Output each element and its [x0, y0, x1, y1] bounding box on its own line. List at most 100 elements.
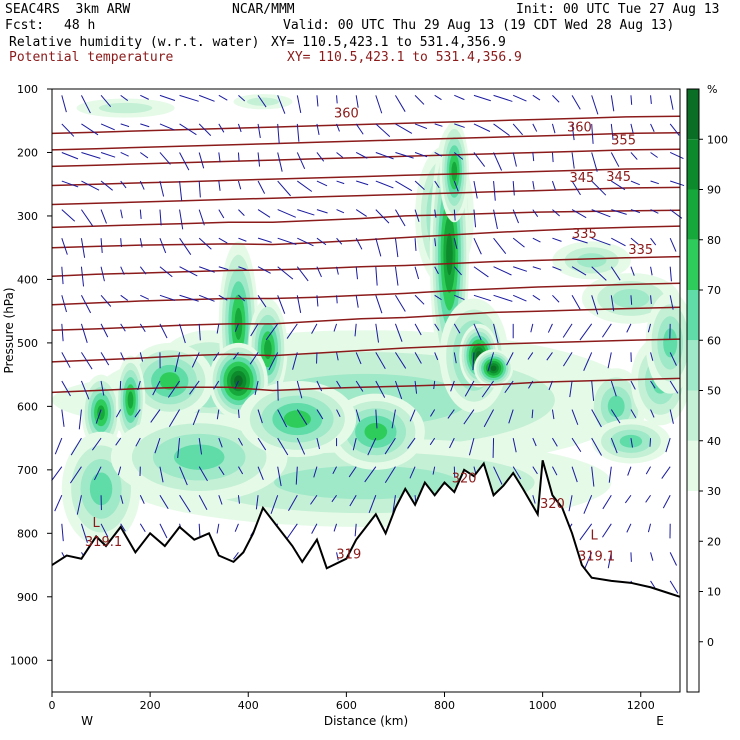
- wind-arrow: [100, 380, 105, 396]
- wind-arrow: [434, 238, 437, 247]
- wind-arrow: [512, 209, 519, 224]
- wind-arrow: [591, 152, 598, 172]
- wind-arrow: [414, 152, 428, 158]
- wind-arrow: [80, 238, 86, 258]
- wind-arrow: [395, 295, 406, 312]
- rh-patch: [446, 232, 453, 276]
- theta-label: 335: [572, 227, 597, 242]
- wind-arrow: [179, 466, 188, 486]
- wind-arrow: [100, 352, 110, 366]
- y-tick-label: 900: [17, 591, 38, 604]
- wind-arrow: [551, 409, 555, 420]
- wind-arrow: [257, 266, 271, 274]
- wind-arrow: [134, 409, 141, 418]
- wind-arrow: [213, 352, 220, 361]
- wind-arrow: [100, 294, 112, 307]
- wind-arrow: [513, 266, 528, 272]
- wind-arrow: [571, 237, 588, 244]
- wind-arrow: [608, 466, 612, 483]
- wind-arrow: [591, 409, 602, 428]
- field2-xy: XY= 110.5,423.1 to 531.4,356.9: [287, 50, 522, 65]
- wind-arrow: [189, 380, 200, 395]
- wind-arrow: [336, 152, 344, 158]
- wind-arrow: [650, 266, 653, 276]
- rh-patch: [364, 422, 388, 441]
- x-tick-label: 0: [49, 699, 56, 712]
- wind-arrow: [355, 352, 362, 365]
- wind-arrow: [277, 123, 280, 144]
- wind-arrow: [120, 209, 123, 219]
- rh-patch: [576, 253, 607, 268]
- colorbar-tick-label: 100: [707, 133, 728, 146]
- wind-arrow: [650, 409, 655, 418]
- wind-arrow: [493, 123, 510, 136]
- wind-arrow: [336, 552, 339, 561]
- wind-arrow: [669, 266, 672, 282]
- wind-arrow: [159, 523, 168, 539]
- colorbar-swatch: [687, 340, 699, 391]
- wind-arrow: [454, 94, 465, 101]
- terrain-line: [51, 460, 681, 598]
- wind-arrow: [216, 323, 220, 334]
- wind-arrow: [602, 494, 612, 510]
- wind-arrow: [177, 438, 181, 459]
- wind-arrow: [669, 580, 679, 594]
- wind-arrow: [139, 352, 144, 362]
- wind-arrow: [493, 266, 512, 276]
- wind-arrow: [81, 151, 101, 159]
- x-tick-label: 1200: [627, 699, 655, 712]
- wind-arrow: [591, 266, 607, 281]
- wind-arrow: [434, 323, 440, 331]
- wind-arrow: [140, 152, 149, 159]
- wind-arrow: [139, 180, 145, 190]
- rh-patch: [89, 472, 113, 506]
- wind-arrow: [117, 466, 122, 476]
- wind-arrow: [310, 494, 318, 505]
- wind-arrow: [159, 323, 168, 339]
- y-tick-label: 800: [17, 527, 38, 540]
- wind-arrow: [237, 180, 242, 190]
- wind-arrow: [355, 380, 364, 392]
- wind-arrow: [650, 352, 654, 361]
- wind-arrow: [552, 294, 560, 303]
- wind-arrow: [115, 409, 122, 418]
- theta-label: 319.1: [578, 549, 615, 564]
- wind-arrow: [336, 380, 342, 389]
- colorbar-tick-label: 10: [707, 586, 721, 599]
- wind-arrow: [429, 437, 436, 446]
- wind-arrow: [493, 323, 499, 344]
- wind-arrow: [218, 123, 225, 133]
- wind-arrow: [548, 380, 553, 391]
- wind-arrow: [626, 323, 632, 333]
- wind-arrow: [80, 295, 92, 314]
- wind-arrow: [76, 495, 82, 515]
- wind-arrow: [257, 295, 267, 308]
- wind-arrow: [414, 266, 420, 280]
- wind-arrow: [348, 466, 357, 478]
- wind-arrow: [650, 580, 656, 589]
- wind-arrow: [650, 380, 656, 389]
- wind-arrow: [192, 409, 200, 426]
- wind-arrow: [81, 180, 100, 191]
- low-marker: L: [591, 529, 599, 544]
- wind-arrow: [395, 95, 406, 112]
- wind-arrow: [591, 380, 595, 401]
- wind-arrow: [493, 237, 507, 254]
- wind-arrow: [375, 323, 380, 343]
- wind-arrow: [569, 380, 573, 398]
- y-tick-label: 1000: [10, 654, 38, 667]
- wind-arrow: [198, 466, 208, 482]
- wind-arrow: [669, 295, 674, 310]
- wind-arrow: [159, 237, 167, 254]
- wind-arrow: [562, 352, 573, 367]
- org-label: NCAR/MMM: [232, 2, 295, 17]
- wind-arrow: [198, 152, 205, 169]
- wind-arrow: [430, 409, 436, 417]
- wind-arrow: [70, 437, 82, 456]
- wind-arrow: [218, 209, 225, 219]
- wind-arrow: [512, 94, 527, 102]
- wind-arrow: [179, 94, 199, 102]
- wind-arrow: [647, 523, 652, 533]
- wind-arrow: [120, 523, 126, 532]
